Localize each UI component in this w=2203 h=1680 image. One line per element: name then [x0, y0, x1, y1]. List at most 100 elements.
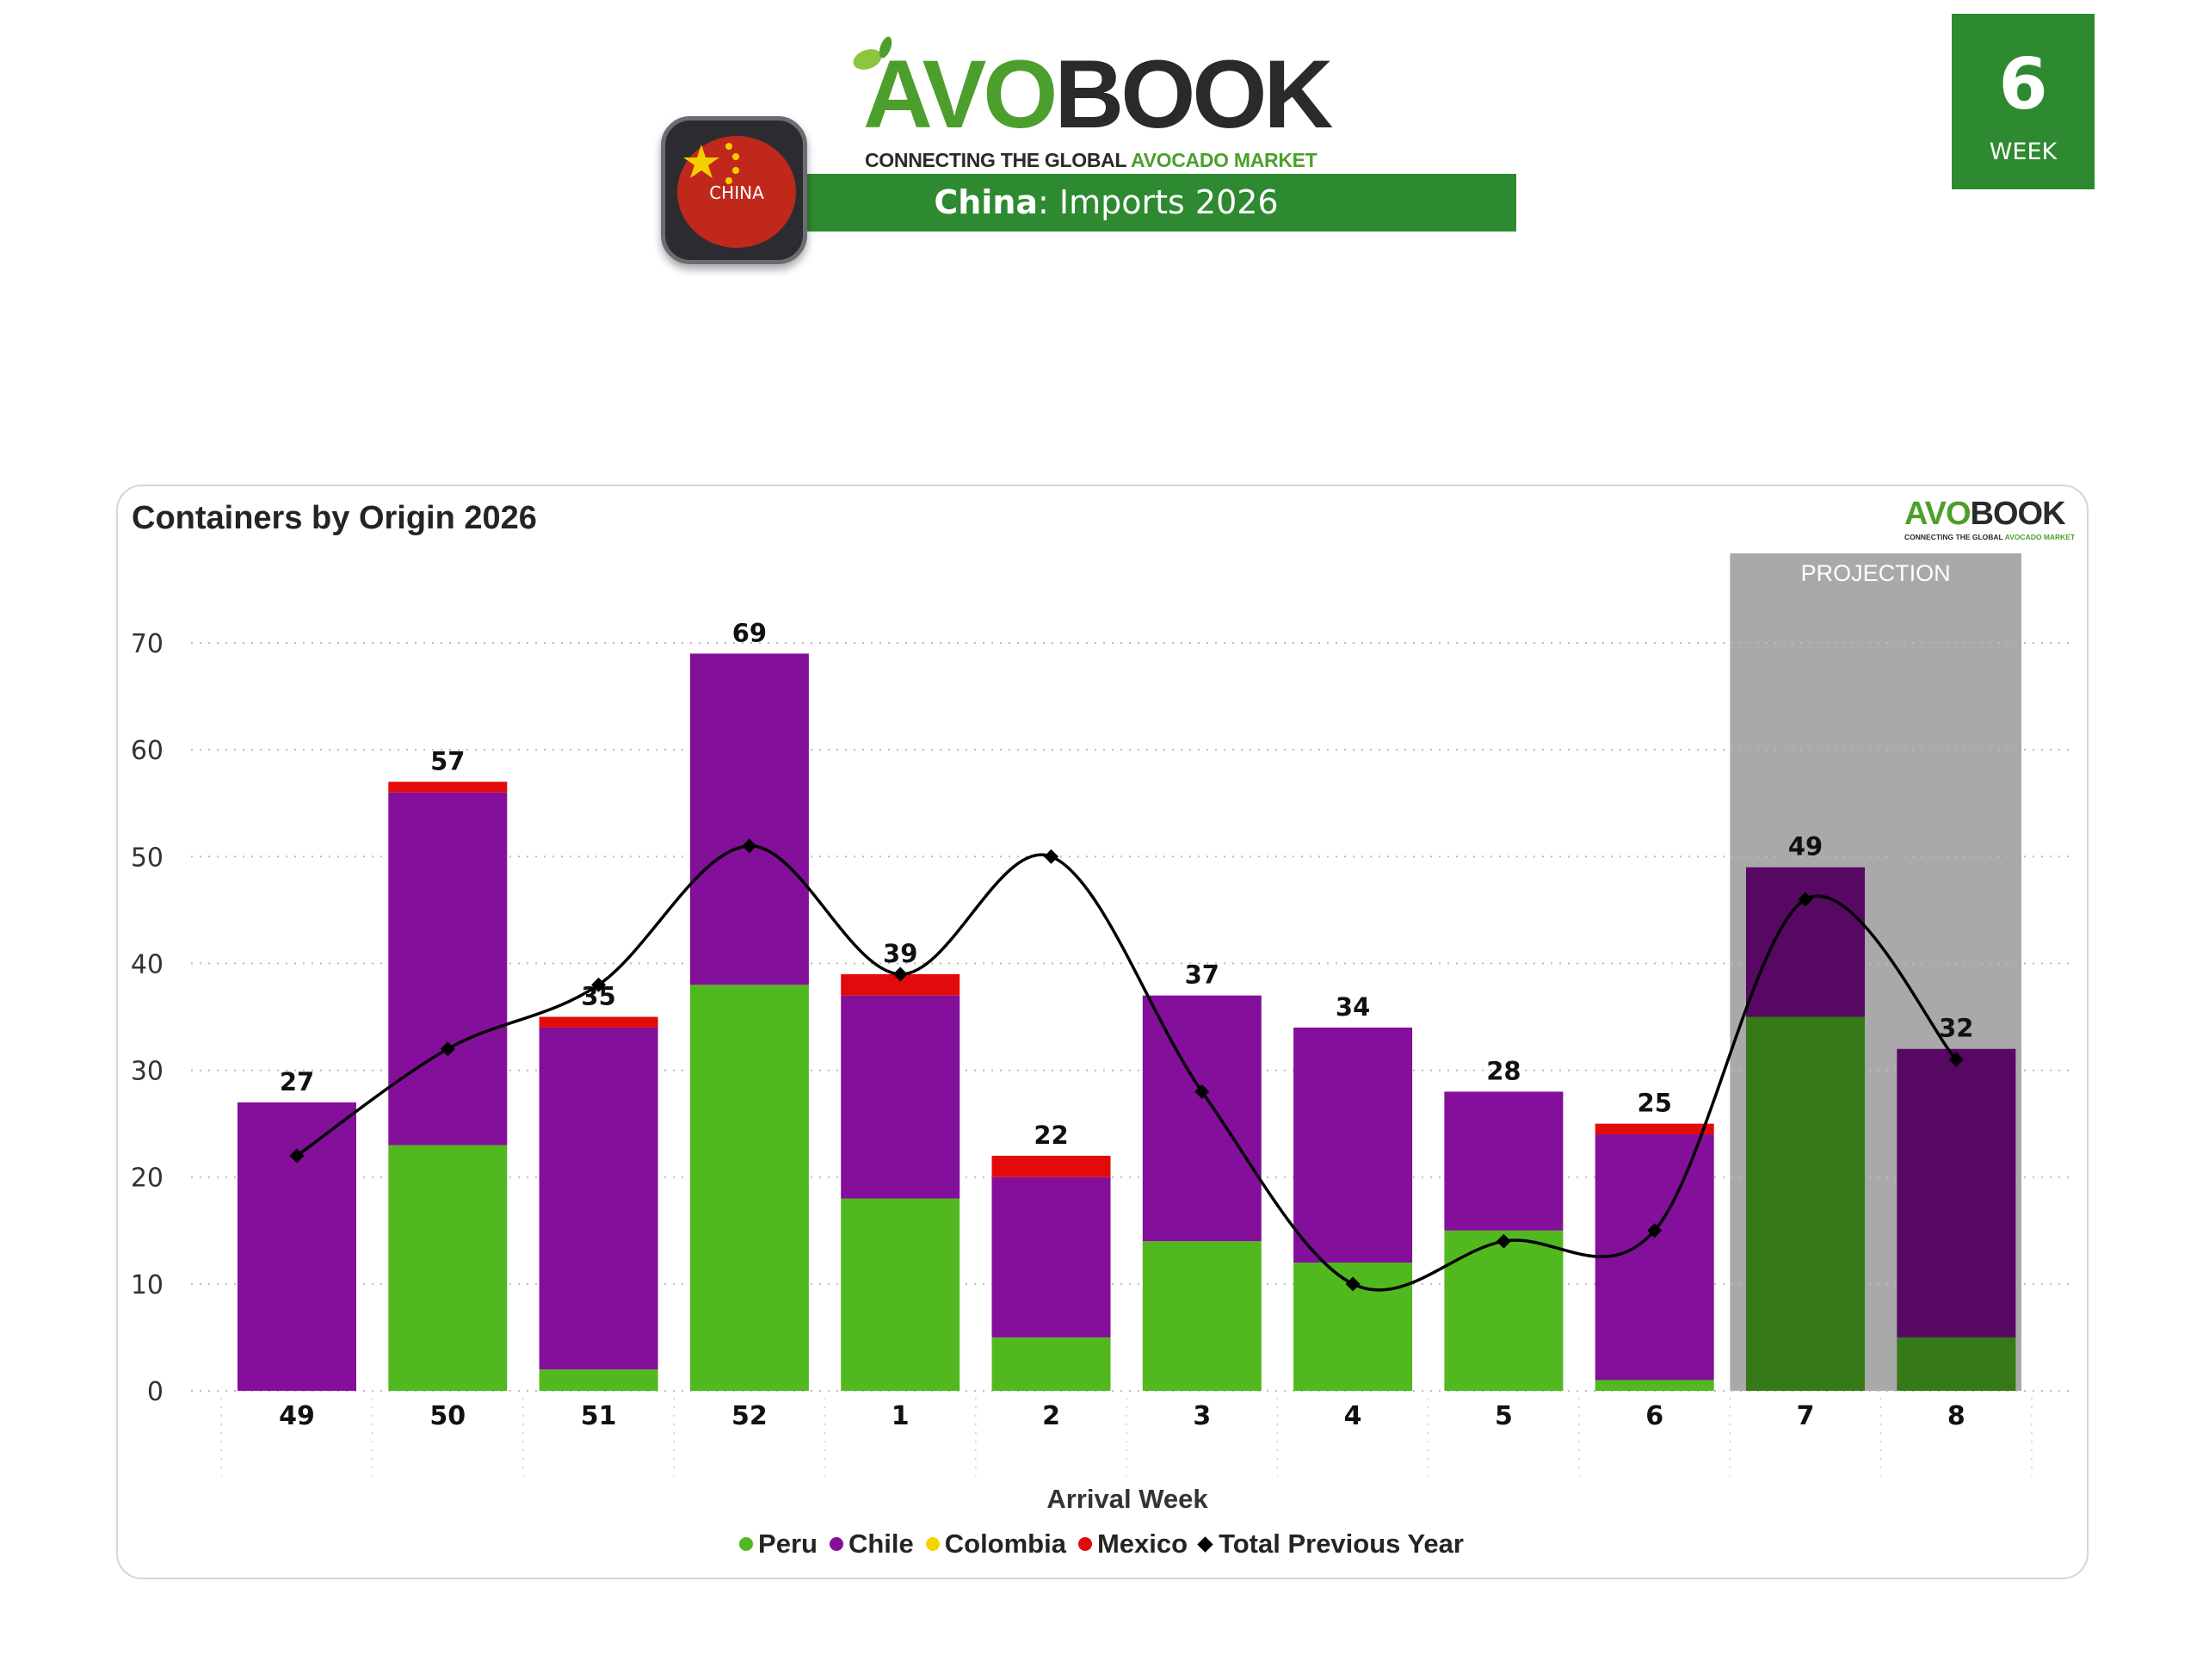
bar-segment-chile	[1746, 867, 1865, 1017]
bar-segment-chile	[1897, 1048, 2016, 1337]
bar-total-label: 37	[1185, 960, 1219, 990]
title-rest: : Imports 2026	[1038, 183, 1279, 221]
mini-tagline-green: AVOCADO MARKET	[2004, 533, 2076, 541]
x-tick-label: 2	[1042, 1401, 1060, 1431]
bar-segment-mexico	[539, 1016, 658, 1028]
bar-segment-chile	[1595, 1134, 1714, 1380]
bar-segment-chile	[1293, 1027, 1413, 1263]
legend-dot-icon	[829, 1537, 843, 1551]
y-tick-label: 60	[131, 736, 164, 766]
legend-item-peru[interactable]: Peru	[739, 1529, 818, 1560]
flag-label: CHINA	[709, 182, 764, 203]
x-tick-label: 3	[1193, 1401, 1211, 1431]
legend-label: Total Previous Year	[1219, 1529, 1464, 1559]
bar-segment-mexico	[388, 781, 508, 793]
bar-total-label: 25	[1638, 1089, 1672, 1118]
bar-segment-peru	[1746, 1016, 1865, 1391]
x-tick-label: 49	[279, 1401, 315, 1431]
bar-total-label: 32	[1939, 1014, 1973, 1043]
logo-wordmark: AVOBOOK	[863, 46, 1333, 143]
x-tick-label: 51	[581, 1401, 617, 1431]
avobook-logo: AVOBOOK CONNECTING THE GLOBAL AVOCADO MA…	[848, 34, 1381, 172]
chart-title: Containers by Origin 2026	[132, 500, 537, 536]
previous-year-marker	[1044, 849, 1058, 864]
bar-total-label: 28	[1486, 1056, 1521, 1085]
legend-item-previous-year[interactable]: Total Previous Year	[1197, 1529, 1464, 1560]
y-tick-label: 40	[131, 949, 164, 979]
mini-logo-avo: AVO	[1904, 496, 1972, 532]
legend-dot-icon	[739, 1537, 754, 1551]
previous-year-marker	[742, 838, 757, 854]
bar-total-label: 27	[280, 1067, 314, 1096]
bar-segment-chile	[1142, 995, 1262, 1242]
report-title: China: Imports 2026	[696, 182, 1516, 222]
mini-tagline-dark: CONNECTING THE GLOBAL	[1904, 533, 2005, 541]
y-tick-label: 70	[131, 629, 164, 659]
china-flag-badge: CHINA	[661, 116, 807, 264]
previous-year-marker	[440, 1041, 455, 1057]
y-tick-label: 0	[147, 1377, 164, 1407]
legend-dot-icon	[925, 1537, 940, 1551]
bar-segment-peru	[689, 985, 809, 1391]
x-tick-label: 52	[731, 1401, 768, 1431]
previous-year-marker	[1647, 1223, 1663, 1238]
bar-total-label: 34	[1336, 992, 1370, 1022]
bar-segment-peru	[1444, 1230, 1564, 1391]
bar-total-label: 22	[1034, 1121, 1068, 1150]
legend-label: Chile	[848, 1529, 914, 1559]
x-tick-label: 4	[1344, 1401, 1362, 1431]
mini-logo-tagline: CONNECTING THE GLOBAL AVOCADO MARKET	[1904, 533, 2075, 541]
flag-stars-icon	[683, 143, 739, 184]
x-tick-label: 6	[1645, 1401, 1663, 1431]
report-title-bar: China: Imports 2026	[696, 174, 1516, 232]
china-flag-icon: CHINA	[677, 136, 796, 248]
bar-segment-chile	[388, 792, 508, 1146]
bar-segment-peru	[1897, 1337, 2016, 1391]
bar-segment-peru	[1142, 1241, 1262, 1391]
y-tick-label: 50	[131, 843, 164, 873]
bar-segment-chile	[689, 653, 809, 985]
bar-segment-chile	[991, 1177, 1111, 1337]
previous-year-marker	[892, 967, 908, 982]
x-tick-label: 50	[429, 1401, 466, 1431]
bar-segment-peru	[841, 1198, 960, 1391]
title-country: China	[934, 183, 1039, 221]
legend-item-mexico[interactable]: Mexico	[1077, 1529, 1188, 1560]
previous-year-marker	[1948, 1052, 1964, 1067]
bar-segment-mexico	[991, 1155, 1111, 1177]
y-tick-label: 20	[131, 1164, 164, 1194]
legend-label: Mexico	[1096, 1529, 1188, 1559]
mini-logo-wordmark: AVOBOOK	[1904, 496, 2066, 532]
bar-segment-chile	[539, 1027, 658, 1370]
legend-label: Colombia	[944, 1529, 1066, 1559]
bar-segment-chile	[1444, 1091, 1564, 1231]
bar-segment-chile	[238, 1102, 356, 1391]
chart-legend: Peru Chile Colombia Mexico Total Previou…	[0, 1529, 2203, 1560]
bar-segment-peru	[1595, 1380, 1714, 1391]
legend-item-chile[interactable]: Chile	[829, 1529, 914, 1560]
logo-tagline: CONNECTING THE GLOBAL AVOCADO MARKET	[865, 149, 1317, 171]
bar-total-label: 49	[1788, 832, 1823, 862]
legend-label: Peru	[758, 1529, 818, 1559]
logo-book: BOOK	[1054, 40, 1333, 148]
y-tick-label: 10	[131, 1270, 164, 1300]
x-axis-title: Arrival Week	[1046, 1484, 1208, 1514]
previous-year-marker	[1496, 1233, 1511, 1249]
week-badge: 6 WEEK	[1952, 14, 2095, 189]
legend-item-colombia[interactable]: Colombia	[925, 1529, 1066, 1560]
tagline-dark: CONNECTING THE GLOBAL	[865, 149, 1132, 171]
bar-segment-peru	[991, 1337, 1111, 1391]
previous-year-marker	[1798, 892, 1813, 907]
bar-total-label: 69	[732, 618, 767, 647]
x-tick-label: 8	[1947, 1401, 1965, 1431]
bar-segment-peru	[388, 1145, 508, 1391]
bar-total-label: 57	[430, 746, 465, 775]
bar-segment-mexico	[1595, 1123, 1714, 1135]
x-tick-label: 1	[892, 1401, 910, 1431]
previous-year-marker	[1194, 1084, 1210, 1099]
legend-diamond-icon	[1197, 1535, 1213, 1553]
week-number: 6	[1998, 44, 2048, 126]
bar-segment-peru	[539, 1369, 658, 1391]
y-tick-label: 30	[131, 1057, 164, 1087]
x-tick-label: 5	[1495, 1401, 1513, 1431]
